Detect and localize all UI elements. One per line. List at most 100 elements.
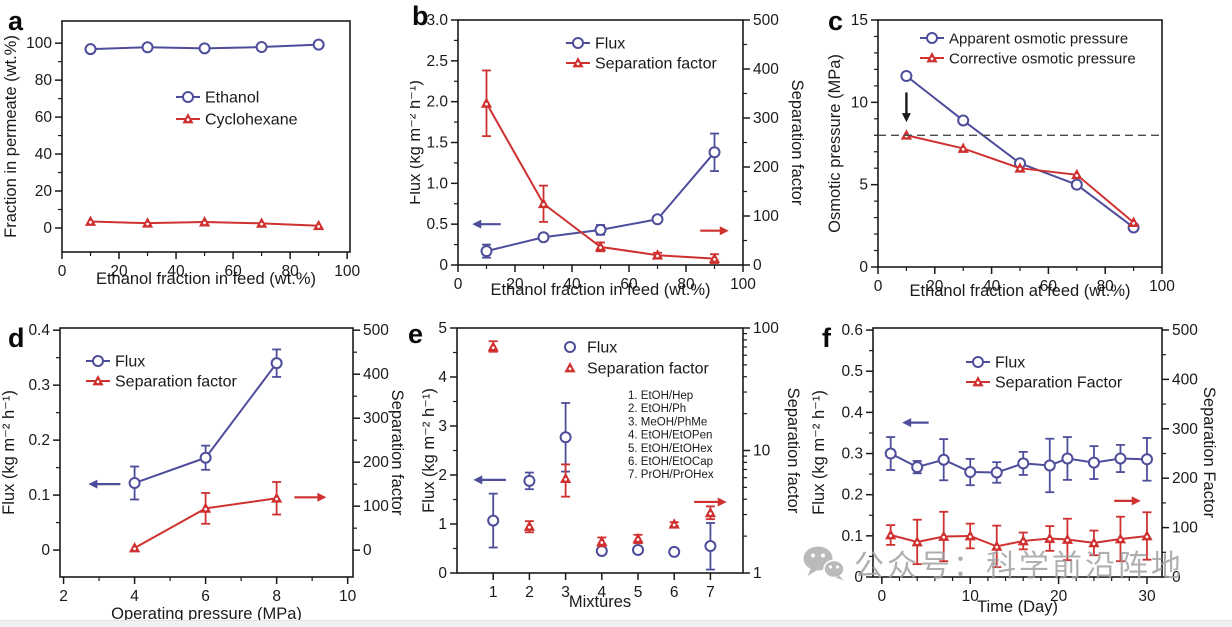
- svg-text:500: 500: [753, 12, 779, 29]
- svg-text:80: 80: [1097, 278, 1115, 295]
- svg-text:200: 200: [363, 454, 389, 471]
- svg-text:2: 2: [438, 467, 447, 484]
- svg-text:40: 40: [35, 146, 53, 163]
- svg-text:400: 400: [753, 61, 779, 78]
- svg-text:100: 100: [334, 263, 360, 280]
- svg-text:Separation factor: Separation factor: [587, 361, 710, 378]
- svg-text:1.5: 1.5: [426, 135, 448, 152]
- svg-text:0.1: 0.1: [841, 528, 863, 545]
- svg-text:Flux (kg m⁻² h⁻¹): Flux (kg m⁻² h⁻¹): [0, 390, 18, 515]
- svg-text:Ethanol fraction at feed (wt.%: Ethanol fraction at feed (wt.%): [909, 282, 1130, 300]
- panel-letter-f: f: [822, 323, 831, 353]
- svg-text:Corrective osmotic pressure: Corrective osmotic pressure: [949, 51, 1136, 68]
- svg-text:400: 400: [1172, 371, 1198, 388]
- svg-text:Cyclohexane: Cyclohexane: [205, 112, 298, 129]
- svg-text:Separation factor: Separation factor: [388, 390, 406, 516]
- svg-text:1: 1: [438, 516, 447, 533]
- svg-text:Flux (kg m⁻² h⁻¹): Flux (kg m⁻² h⁻¹): [420, 388, 438, 513]
- watermark: 公众号：科学前沿阵地: [803, 541, 1184, 585]
- svg-text:0.4: 0.4: [28, 322, 50, 339]
- svg-text:15: 15: [851, 12, 868, 29]
- panel-d: d 2 4 6 8 10 Operating pressure (MPa) 0 0.1 0.2 0…: [0, 313, 410, 627]
- svg-text:10: 10: [753, 443, 771, 460]
- svg-text:Separation factor: Separation factor: [788, 80, 806, 206]
- svg-text:100: 100: [753, 208, 779, 225]
- svg-text:0: 0: [874, 278, 883, 295]
- panel-a: a 0 20 40 60 80 100 Ethanol fraction in feed (…: [0, 0, 410, 313]
- chart-b-canvas: 0 20 40 60 80 100 Ethanol fraction in feed (wt…: [406, 12, 806, 299]
- svg-text:1: 1: [489, 584, 498, 601]
- svg-text:60: 60: [224, 263, 242, 280]
- panel-letter-a: a: [8, 6, 24, 36]
- svg-text:0.2: 0.2: [841, 487, 863, 504]
- svg-text:Separation Factor: Separation Factor: [995, 375, 1123, 392]
- svg-text:100: 100: [363, 498, 389, 515]
- svg-text:5: 5: [859, 177, 868, 194]
- panel-f: f 0 10 20 30 Time (Day) 0 0.1 0.2 0.3 0.4 0.5 0.6 Fl…: [810, 313, 1232, 627]
- svg-text:Separation factor: Separation factor: [595, 56, 718, 73]
- svg-text:0.5: 0.5: [426, 216, 448, 233]
- svg-text:6: 6: [670, 584, 679, 601]
- svg-text:2: 2: [59, 588, 68, 605]
- svg-text:0: 0: [753, 257, 762, 274]
- svg-text:100: 100: [730, 276, 756, 293]
- panel-letter-b: b: [412, 1, 429, 31]
- svg-text:20: 20: [926, 278, 944, 295]
- svg-text:0: 0: [363, 542, 372, 559]
- svg-text:Separation Factor: Separation Factor: [1200, 387, 1218, 519]
- svg-text:20: 20: [506, 276, 524, 293]
- svg-text:0.5: 0.5: [841, 363, 863, 380]
- chart-d-canvas: 2 4 6 8 10 Operating pressure (MPa) 0 0.1 0.2 0.3…: [0, 322, 406, 623]
- svg-text:7. PrOH/PrOHex: 7. PrOH/PrOHex: [628, 469, 714, 481]
- svg-text:4: 4: [438, 369, 447, 386]
- chart-f-canvas: 0 10 20 30 Time (Day) 0 0.1 0.2 0.3 0.4 0.5 0.6 Flux…: [810, 322, 1218, 616]
- svg-text:Apparent osmotic pressure: Apparent osmotic pressure: [949, 31, 1128, 48]
- svg-text:2. EtOH/Ph: 2. EtOH/Ph: [628, 403, 686, 415]
- svg-text:Operating pressure (MPa): Operating pressure (MPa): [111, 605, 302, 623]
- svg-text:5. EtOH/EtOHex: 5. EtOH/EtOHex: [628, 443, 713, 455]
- panel-c: c 0 20 40 60 80 100 Ethanol fraction at feed (…: [810, 0, 1232, 313]
- svg-text:Osmotic pressure (MPa): Osmotic pressure (MPa): [826, 54, 844, 233]
- svg-text:400: 400: [363, 366, 389, 383]
- svg-text:20: 20: [110, 263, 128, 280]
- svg-text:100: 100: [26, 35, 52, 52]
- svg-text:4: 4: [130, 588, 139, 605]
- svg-text:80: 80: [677, 276, 695, 293]
- svg-text:0: 0: [878, 588, 887, 605]
- svg-text:4: 4: [597, 584, 606, 601]
- svg-text:Ethanol: Ethanol: [205, 90, 259, 107]
- svg-text:60: 60: [35, 109, 53, 126]
- panel-letter-c: c: [828, 6, 844, 36]
- svg-text:3: 3: [561, 584, 570, 601]
- panel-b: b 0 20 40 60 80 100 Ethanol fraction in feed (…: [406, 0, 810, 313]
- svg-text:Separation factor: Separation factor: [115, 374, 238, 391]
- svg-text:5: 5: [438, 320, 447, 337]
- svg-text:1. EtOH/Hep: 1. EtOH/Hep: [628, 390, 693, 402]
- svg-text:1: 1: [753, 565, 762, 582]
- svg-text:10: 10: [339, 588, 357, 605]
- svg-text:Flux: Flux: [595, 36, 625, 53]
- svg-text:2.0: 2.0: [426, 94, 448, 111]
- svg-text:0.3: 0.3: [841, 446, 863, 463]
- svg-text:200: 200: [753, 159, 779, 176]
- svg-text:10: 10: [851, 94, 869, 111]
- bottom-strip: [0, 620, 1232, 627]
- svg-text:0.3: 0.3: [28, 377, 50, 394]
- svg-text:200: 200: [1172, 470, 1198, 487]
- svg-text:6: 6: [201, 588, 210, 605]
- svg-text:6. EtOH/EtOCap: 6. EtOH/EtOCap: [628, 456, 713, 468]
- svg-text:Flux: Flux: [995, 355, 1025, 372]
- svg-text:Flux: Flux: [115, 354, 145, 371]
- svg-text:0: 0: [43, 220, 52, 237]
- svg-text:3. MeOH/PhMe: 3. MeOH/PhMe: [628, 416, 707, 428]
- svg-text:0.6: 0.6: [841, 322, 863, 339]
- svg-text:0: 0: [859, 259, 868, 276]
- wechat-icon: [803, 546, 845, 581]
- svg-text:Ethanol fraction in feed (wt.%: Ethanol fraction in feed (wt.%): [490, 281, 710, 299]
- watermark-text: 公众号：科学前沿阵地: [854, 550, 1184, 583]
- svg-text:2: 2: [525, 584, 534, 601]
- svg-text:500: 500: [363, 322, 389, 339]
- svg-text:500: 500: [1172, 322, 1198, 339]
- svg-text:Time (Day): Time (Day): [977, 598, 1058, 616]
